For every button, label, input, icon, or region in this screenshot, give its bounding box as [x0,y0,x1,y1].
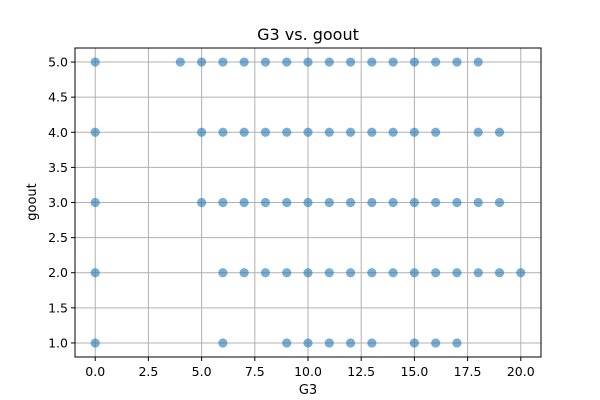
y-tick-label: 3.0 [48,195,68,210]
y-tick-label: 1.5 [48,300,68,315]
data-point [494,127,505,137]
data-point [218,197,228,208]
data-point [431,127,441,137]
data-point [303,127,313,137]
x-tick-label: 5.0 [192,364,212,379]
data-point [452,338,462,348]
x-tick-label: 17.5 [454,364,482,379]
data-point [282,127,292,137]
data-point [494,197,505,208]
data-point [303,57,313,67]
data-point [367,197,377,208]
data-point [260,197,271,208]
y-tick-label: 4.5 [48,90,68,105]
data-point [452,197,462,208]
data-point [367,268,377,278]
data-point [431,268,441,278]
data-point [260,127,271,137]
data-point [409,338,419,348]
data-point [303,338,313,348]
data-point [218,268,228,278]
data-point [197,57,207,67]
data-point [324,197,334,208]
data-point [303,268,313,278]
data-point [367,338,377,348]
data-point [473,127,483,137]
x-tick-label: 0.0 [85,364,105,379]
data-point [409,127,419,137]
x-tick-label: 2.5 [138,364,158,379]
data-point [431,57,441,67]
data-point [367,57,377,67]
data-point [452,57,462,67]
data-point [197,197,207,208]
data-point [388,197,398,208]
data-points [90,57,526,348]
y-tick-label: 3.5 [48,160,68,175]
data-point [431,197,441,208]
data-point [409,268,419,278]
data-point [345,127,356,137]
data-point [409,57,419,67]
y-tick-label: 2.5 [48,230,68,245]
y-axis-label: goout [25,183,40,221]
data-point [473,197,483,208]
data-point [324,268,334,278]
data-point [345,57,356,67]
data-point [90,197,100,208]
data-point [324,127,334,137]
data-point [90,57,100,67]
data-point [239,127,249,137]
data-point [218,338,228,348]
data-point [303,197,313,208]
data-point [409,197,419,208]
x-tick-label: 10.0 [294,364,322,379]
data-point [388,57,398,67]
x-tick-label: 7.5 [245,364,265,379]
data-point [494,268,505,278]
data-point [452,268,462,278]
data-point [282,338,292,348]
data-point [175,57,185,67]
data-point [239,57,249,67]
y-tick-label: 2.0 [48,265,68,280]
data-point [260,57,271,67]
y-tick-label: 4.0 [48,125,68,140]
x-tick-label: 12.5 [347,364,375,379]
data-point [345,197,356,208]
data-point [431,338,441,348]
data-point [90,338,100,348]
chart-title: G3 vs. goout [257,25,359,44]
data-point [282,268,292,278]
y-tick-label: 1.0 [48,335,68,350]
data-point [367,127,377,137]
y-tick-label: 5.0 [48,55,68,70]
data-point [282,197,292,208]
data-point [388,127,398,137]
data-point [239,268,249,278]
data-point [388,268,398,278]
data-point [473,268,483,278]
data-point [197,127,207,137]
axis-ticks: 0.0 2.5 5.0 7.5 10.0 12.5 15.0 17.5 20.0 1.0 1.5 2.… [48,55,535,379]
data-point [345,268,356,278]
x-tick-label: 15.0 [400,364,428,379]
data-point [218,127,228,137]
data-point [345,338,356,348]
data-point [516,268,526,278]
data-point [218,57,228,67]
data-point [282,57,292,67]
data-point [324,57,334,67]
data-point [260,268,271,278]
data-point [239,197,249,208]
data-point [473,57,483,67]
data-point [324,338,334,348]
x-axis-label: G3 [299,383,317,398]
data-point [90,268,100,278]
x-tick-label: 20.0 [507,364,535,379]
data-point [90,127,100,137]
